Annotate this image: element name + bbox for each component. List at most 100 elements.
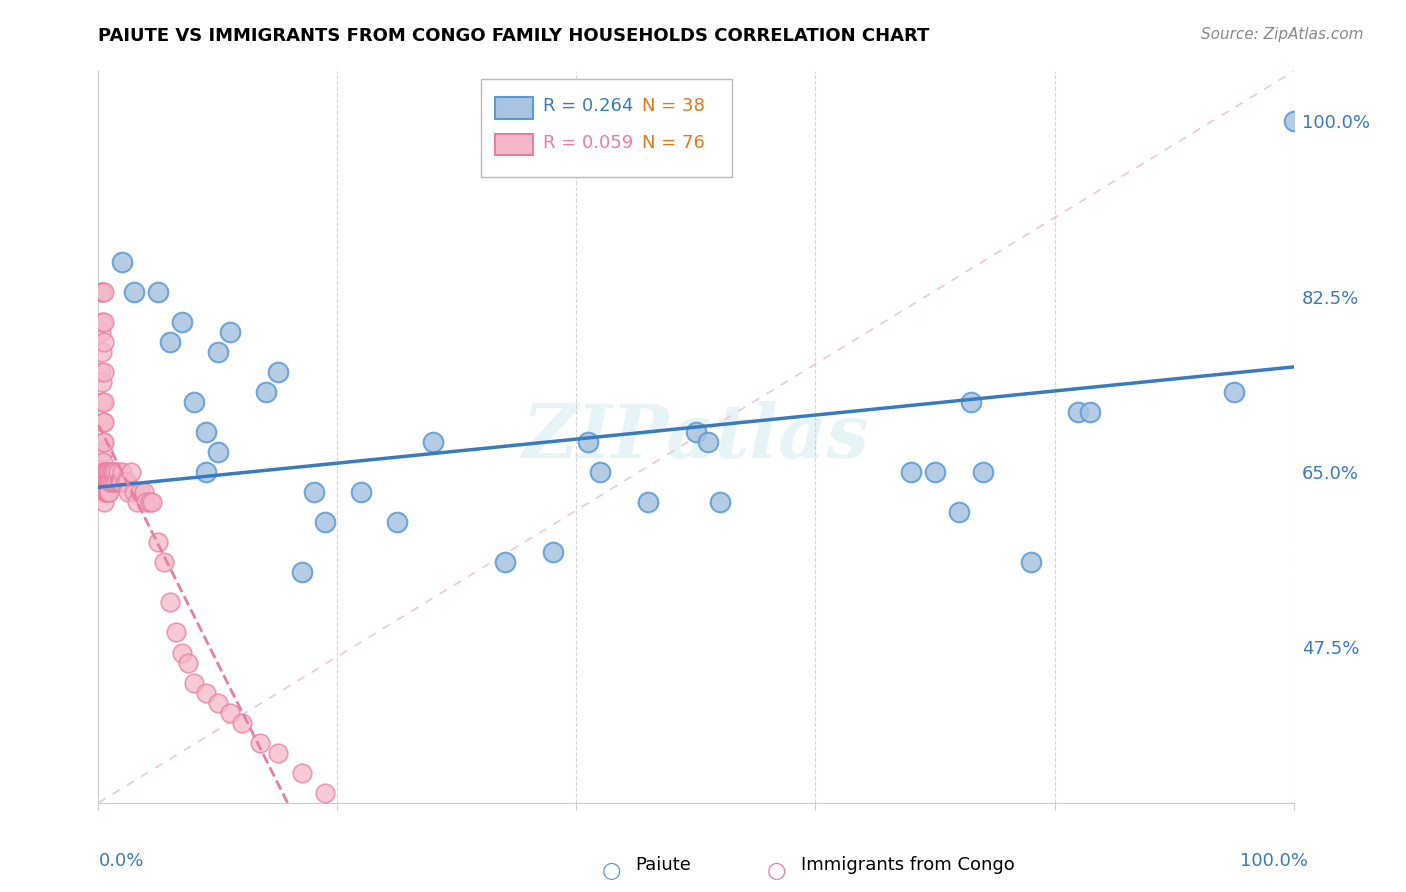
- Point: [948, 505, 970, 519]
- Point: [422, 435, 444, 450]
- Text: ○: ○: [602, 861, 621, 880]
- Point: [111, 254, 134, 268]
- Point: [685, 425, 707, 439]
- Point: [960, 395, 983, 409]
- Point: [385, 515, 409, 529]
- FancyBboxPatch shape: [481, 78, 733, 178]
- Point: [93, 285, 115, 299]
- Point: [93, 495, 115, 509]
- Point: [98, 475, 121, 490]
- Point: [93, 365, 115, 379]
- Point: [709, 495, 731, 509]
- Point: [97, 485, 120, 500]
- Point: [159, 595, 181, 609]
- Point: [120, 465, 142, 479]
- Point: [100, 475, 122, 490]
- Point: [93, 395, 115, 409]
- Text: R = 0.264: R = 0.264: [543, 97, 633, 115]
- Text: R = 0.059: R = 0.059: [543, 134, 633, 152]
- Point: [98, 465, 122, 479]
- Point: [107, 475, 129, 490]
- Point: [1223, 384, 1246, 399]
- Point: [900, 465, 922, 479]
- Point: [148, 285, 170, 299]
- Point: [94, 465, 117, 479]
- Point: [91, 475, 114, 490]
- Point: [91, 285, 114, 299]
- Point: [254, 384, 277, 399]
- Point: [494, 555, 516, 569]
- Point: [90, 285, 112, 299]
- Point: [135, 495, 157, 509]
- Point: [96, 485, 118, 500]
- Point: [107, 465, 129, 479]
- Point: [172, 315, 194, 329]
- Point: [124, 485, 146, 500]
- Point: [219, 706, 242, 720]
- Point: [91, 485, 114, 500]
- Point: [153, 555, 176, 569]
- Point: [172, 646, 194, 660]
- Text: ○: ○: [766, 861, 786, 880]
- Point: [98, 485, 121, 500]
- Text: Immigrants from Congo: Immigrants from Congo: [801, 856, 1015, 874]
- Point: [195, 685, 218, 699]
- Point: [105, 475, 128, 490]
- Point: [697, 435, 720, 450]
- Point: [108, 475, 131, 490]
- Point: [98, 475, 122, 490]
- Point: [315, 515, 337, 529]
- Point: [91, 465, 114, 479]
- Text: 100.0%: 100.0%: [1240, 852, 1308, 870]
- Point: [91, 455, 114, 469]
- Point: [129, 485, 152, 500]
- Point: [97, 465, 120, 479]
- Point: [924, 465, 946, 479]
- Point: [91, 345, 114, 359]
- Point: [1080, 405, 1102, 419]
- Point: [91, 375, 114, 389]
- Point: [183, 675, 205, 690]
- Point: [972, 465, 994, 479]
- Point: [1282, 114, 1305, 128]
- Point: [132, 485, 155, 500]
- Point: [93, 334, 115, 349]
- Point: [195, 465, 218, 479]
- Point: [96, 465, 118, 479]
- Point: [117, 485, 139, 500]
- Text: 0.0%: 0.0%: [98, 852, 143, 870]
- Point: [165, 625, 187, 640]
- Point: [177, 656, 200, 670]
- Point: [93, 465, 115, 479]
- Point: [101, 465, 124, 479]
- Point: [91, 435, 114, 450]
- Point: [589, 465, 612, 479]
- Point: [141, 495, 163, 509]
- Point: [90, 325, 112, 339]
- Point: [93, 435, 115, 450]
- Point: [124, 285, 146, 299]
- Text: ZIPatlas: ZIPatlas: [523, 401, 869, 474]
- Text: N = 76: N = 76: [643, 134, 704, 152]
- Point: [1019, 555, 1042, 569]
- Point: [267, 365, 290, 379]
- FancyBboxPatch shape: [495, 97, 533, 119]
- Point: [91, 315, 114, 329]
- Point: [110, 475, 132, 490]
- Point: [93, 485, 115, 500]
- Point: [637, 495, 659, 509]
- Point: [90, 365, 112, 379]
- Point: [91, 395, 114, 409]
- Point: [231, 715, 253, 730]
- Point: [91, 445, 114, 459]
- Point: [350, 485, 373, 500]
- Point: [302, 485, 325, 500]
- Point: [183, 395, 205, 409]
- Point: [219, 325, 242, 339]
- Point: [291, 566, 314, 580]
- Text: Paiute: Paiute: [636, 856, 692, 874]
- Point: [93, 475, 115, 490]
- Point: [114, 475, 136, 490]
- Point: [91, 415, 114, 429]
- Point: [115, 475, 138, 490]
